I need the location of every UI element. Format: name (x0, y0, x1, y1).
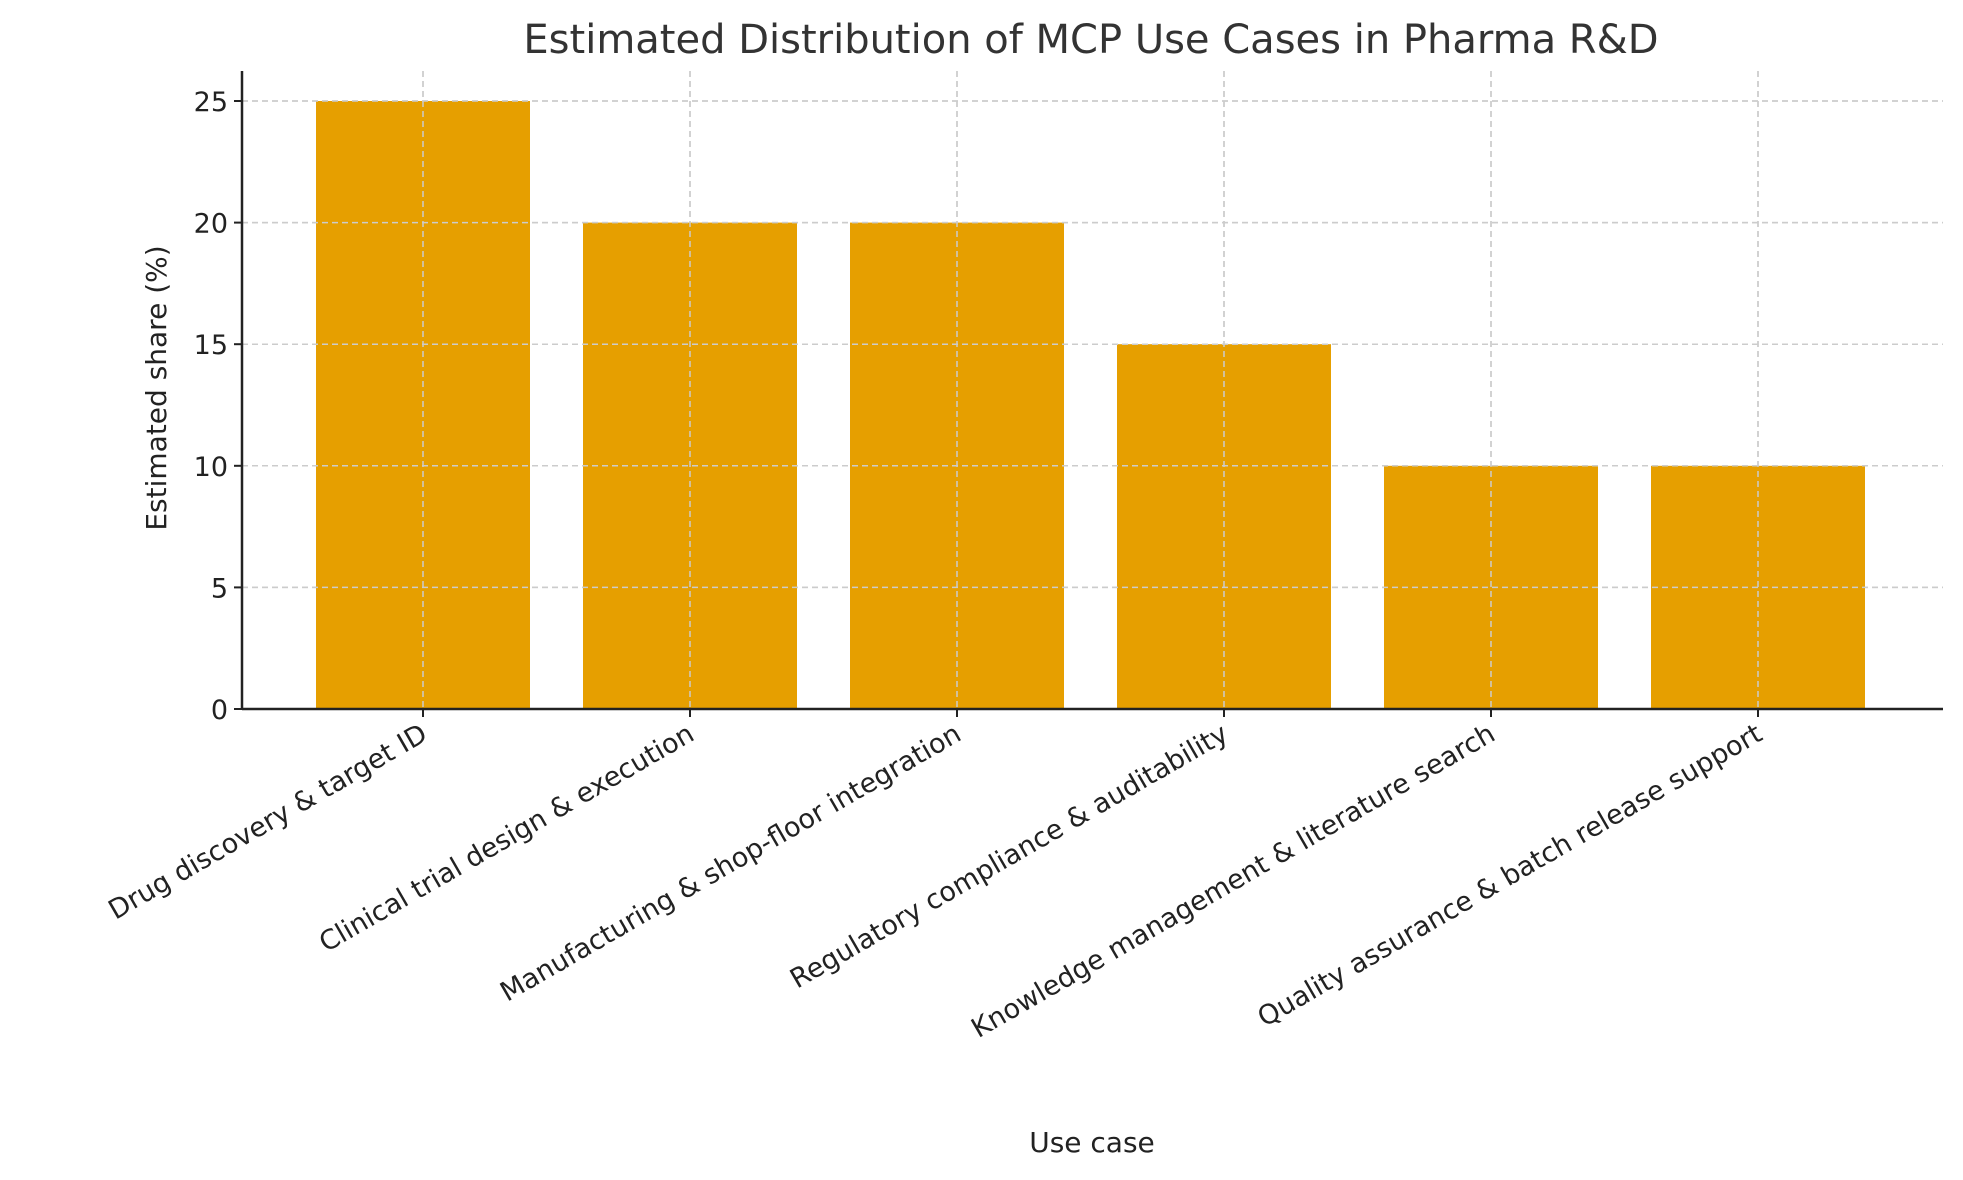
y-tick-label: 0 (211, 695, 228, 726)
axes (240, 71, 1943, 711)
x-tick-label: Quality assurance & batch release suppor… (1252, 718, 1767, 1033)
y-tick-label: 5 (211, 573, 228, 604)
bars: Drug discovery & target ID: 25Clinical t… (242, 71, 1943, 709)
chart-title: Estimated Distribution of MCP Use Cases … (523, 17, 1658, 63)
y-ticks: 0 5 10 15 20 25 (194, 87, 242, 726)
x-tick-label: Knowledge management & literature search (966, 718, 1500, 1044)
y-axis-label: Estimated share (%) (140, 245, 173, 530)
y-tick-label: 20 (194, 209, 228, 240)
y-tick-label: 15 (194, 330, 228, 361)
x-tick-label: Regulatory compliance & auditability (785, 718, 1234, 995)
y-tick-label: 25 (194, 87, 228, 118)
x-tick-label: Manufacturing & shop-floor integration (495, 718, 966, 1008)
x-axis-label: Use case (1029, 1126, 1155, 1159)
y-tick-label: 10 (194, 452, 228, 483)
